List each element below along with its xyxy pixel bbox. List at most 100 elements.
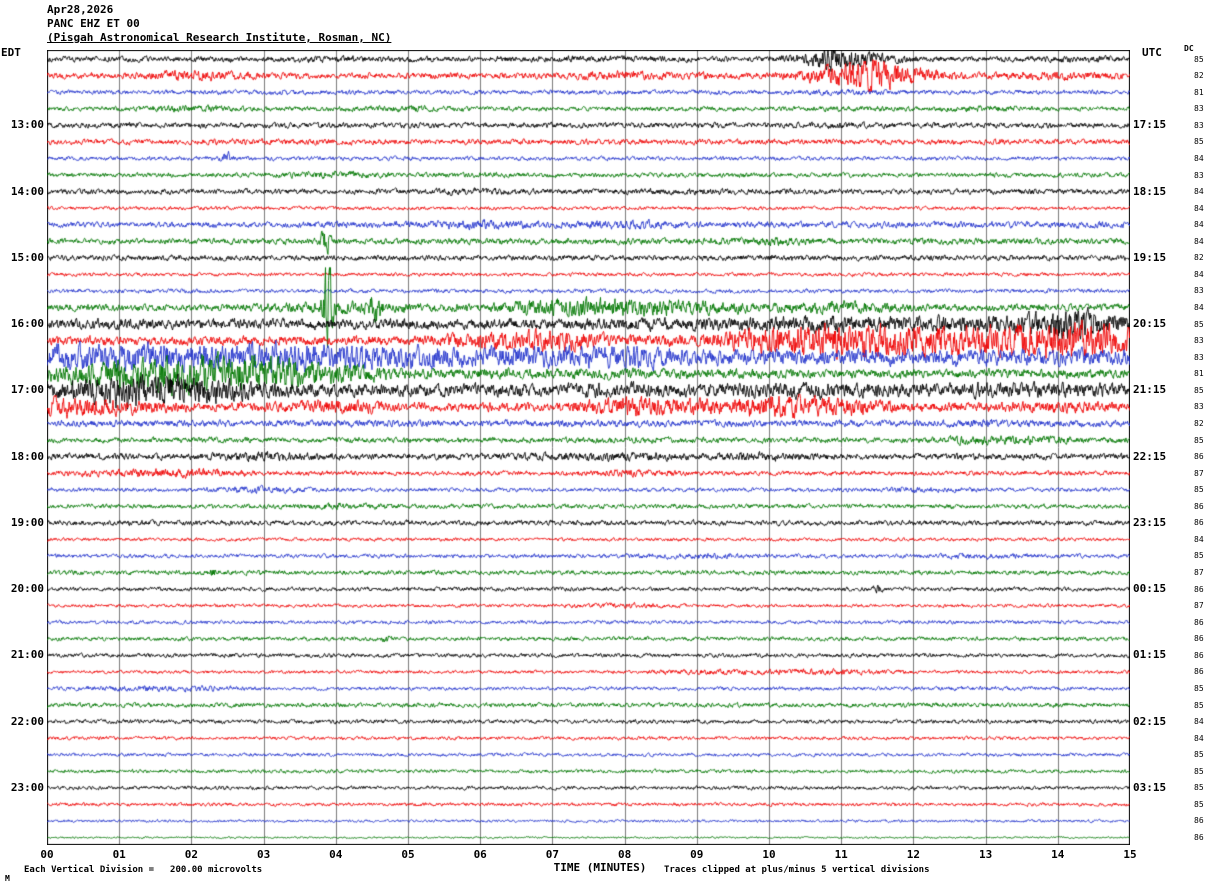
utc-hour-label: 02:15 bbox=[1133, 714, 1167, 728]
scale-note-prefix: Each Vertical Division = bbox=[24, 865, 155, 875]
edt-hour-label: 17:00 bbox=[10, 383, 44, 397]
utc-hour-label: 21:15 bbox=[1133, 383, 1167, 397]
dc-value: 84 bbox=[1194, 269, 1204, 279]
clip-note: Traces clipped at plus/minus 5 vertical … bbox=[664, 865, 930, 875]
dc-value: 83 bbox=[1194, 286, 1204, 296]
dc-value: 87 bbox=[1194, 468, 1204, 478]
utc-hour-label: 22:15 bbox=[1133, 449, 1167, 463]
x-tick-label: 06 bbox=[473, 848, 487, 861]
dc-value: 82 bbox=[1194, 418, 1204, 428]
edt-hour-label: 15:00 bbox=[10, 250, 44, 264]
dc-value: 85 bbox=[1194, 319, 1204, 329]
utc-hour-label: 23:15 bbox=[1133, 515, 1167, 529]
edt-timezone-label: EDT bbox=[1, 46, 21, 59]
station-label: PANC EHZ ET 00 bbox=[47, 17, 140, 30]
dc-value: 84 bbox=[1194, 717, 1204, 727]
utc-hour-label: 03:15 bbox=[1133, 780, 1167, 794]
dc-value: 83 bbox=[1194, 170, 1204, 180]
edt-hour-label: 18:00 bbox=[10, 449, 44, 463]
scale-note: Each Vertical Division = 200.00 microvolt… bbox=[24, 865, 262, 875]
x-tick-label: 00 bbox=[40, 848, 54, 861]
dc-value: 86 bbox=[1194, 518, 1204, 528]
dc-value: 85 bbox=[1194, 783, 1204, 793]
edt-hour-label: 23:00 bbox=[10, 780, 44, 794]
x-tick-label: 15 bbox=[1123, 848, 1137, 861]
x-tick-label: 08 bbox=[617, 848, 632, 861]
dc-value: 85 bbox=[1194, 385, 1204, 395]
x-tick-label: 07 bbox=[545, 848, 560, 861]
edt-hour-label: 13:00 bbox=[10, 118, 44, 132]
utc-hour-label: 01:15 bbox=[1133, 648, 1167, 662]
dc-value: 86 bbox=[1194, 667, 1204, 677]
x-tick-label: 11 bbox=[834, 848, 848, 861]
dc-value: 81 bbox=[1194, 369, 1204, 379]
scale-note-value: 200.00 microvolts bbox=[170, 865, 263, 875]
x-tick-label: 09 bbox=[690, 848, 704, 861]
dc-value: 83 bbox=[1194, 402, 1204, 412]
edt-hour-label: 19:00 bbox=[10, 515, 44, 529]
dc-value: 85 bbox=[1194, 700, 1204, 710]
dc-value: 85 bbox=[1194, 750, 1204, 760]
x-tick-label: 01 bbox=[112, 848, 126, 861]
header: Apr28,2026 PANC EHZ ET 00 (Pisgah Astron… bbox=[47, 3, 391, 45]
dc-value: 86 bbox=[1194, 634, 1204, 644]
dc-value: 84 bbox=[1194, 187, 1204, 197]
x-tick-label: 14 bbox=[1051, 848, 1065, 861]
edt-hour-label: 14:00 bbox=[10, 184, 44, 198]
dc-value: 82 bbox=[1194, 71, 1204, 81]
utc-hour-label: 17:15 bbox=[1133, 118, 1167, 132]
dc-value: 83 bbox=[1194, 336, 1204, 346]
dc-value: 85 bbox=[1194, 435, 1204, 445]
x-tick-label: 02 bbox=[184, 848, 199, 861]
dc-value: 83 bbox=[1194, 104, 1204, 114]
dc-value: 81 bbox=[1194, 87, 1204, 97]
utc-hour-label: 00:15 bbox=[1133, 582, 1167, 596]
edt-hour-label: 20:00 bbox=[10, 582, 44, 596]
dc-value: 86 bbox=[1194, 650, 1204, 660]
dc-value: 83 bbox=[1194, 120, 1204, 130]
edt-hour-label: 22:00 bbox=[10, 714, 44, 728]
utc-hour-label: 20:15 bbox=[1133, 317, 1167, 331]
x-tick-label: 12 bbox=[906, 848, 921, 861]
dc-value: 84 bbox=[1194, 534, 1204, 544]
dc-value: 87 bbox=[1194, 568, 1204, 578]
dc-value: 84 bbox=[1194, 236, 1204, 246]
dc-value: 85 bbox=[1194, 766, 1204, 776]
dc-value: 84 bbox=[1194, 303, 1204, 313]
dc-value: 85 bbox=[1194, 551, 1204, 561]
dc-value: 85 bbox=[1194, 485, 1204, 495]
x-tick-label: 10 bbox=[762, 848, 776, 861]
x-axis-title: TIME (MINUTES) bbox=[553, 861, 647, 874]
dc-value: 87 bbox=[1194, 601, 1204, 611]
utc-hour-label: 19:15 bbox=[1133, 250, 1167, 264]
utc-hour-label: 18:15 bbox=[1133, 184, 1167, 198]
dc-value: 85 bbox=[1194, 54, 1204, 64]
utc-timezone-label: UTC bbox=[1142, 46, 1162, 59]
dc-value: 86 bbox=[1194, 617, 1204, 627]
date-label: Apr28,2026 bbox=[47, 3, 114, 16]
dc-value: 86 bbox=[1194, 833, 1204, 843]
dc-value: 85 bbox=[1194, 137, 1204, 147]
watermark-glyph: M bbox=[5, 874, 10, 883]
dc-value: 86 bbox=[1194, 584, 1204, 594]
x-tick-label: 03 bbox=[256, 848, 271, 861]
dc-value: 83 bbox=[1194, 352, 1204, 362]
dc-value: 84 bbox=[1194, 153, 1204, 163]
edt-hour-label: 16:00 bbox=[10, 317, 44, 331]
x-tick-label: 13 bbox=[978, 848, 993, 861]
dc-value: 85 bbox=[1194, 683, 1204, 693]
edt-hour-label: 21:00 bbox=[10, 648, 44, 662]
dc-column-label: DC bbox=[1184, 44, 1194, 53]
seismogram-canvas bbox=[47, 50, 1130, 845]
dc-value: 84 bbox=[1194, 733, 1204, 743]
dc-value: 86 bbox=[1194, 452, 1204, 462]
dc-value: 84 bbox=[1194, 220, 1204, 230]
dc-value: 85 bbox=[1194, 799, 1204, 809]
x-tick-label: 04 bbox=[329, 848, 343, 861]
institute-label: (Pisgah Astronomical Research Institute,… bbox=[47, 31, 392, 44]
dc-value: 82 bbox=[1194, 253, 1204, 263]
dc-value: 86 bbox=[1194, 501, 1204, 511]
dc-value: 84 bbox=[1194, 203, 1204, 213]
x-tick-label: 05 bbox=[401, 848, 415, 861]
